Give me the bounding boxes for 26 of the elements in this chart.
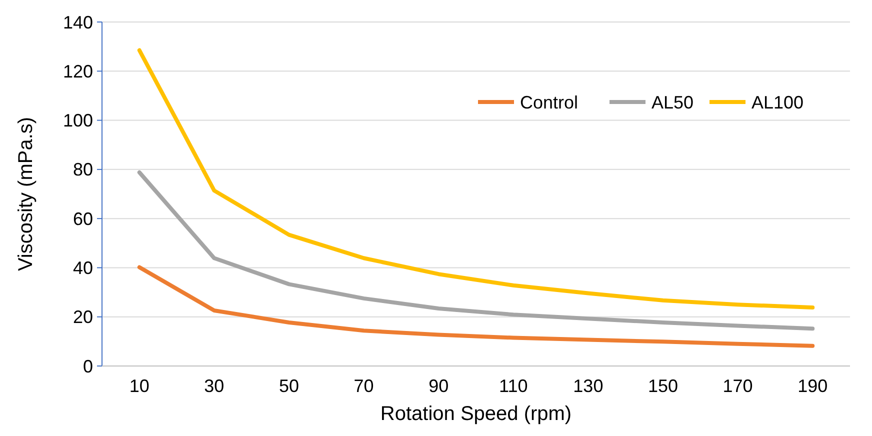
line-series [137,170,815,331]
x-tick-label: 190 [798,376,828,396]
y-tick-label: 140 [62,12,93,32]
x-axis-title: Rotation Speed (rpm) [380,403,572,425]
y-tick-label: 40 [72,258,93,278]
x-tick-label: 170 [722,376,753,396]
x-tick-label: 90 [428,376,449,396]
x-tick-label: 30 [204,376,224,396]
line-series [137,48,815,310]
y-axis-title: Viscosity (mPa.s) [15,116,37,272]
legend-label: AL50 [652,92,694,112]
line-series [137,265,815,348]
y-tick-label: 120 [62,61,93,82]
y-tick-label: 60 [72,208,93,229]
y-tick-label: 100 [62,110,93,131]
x-tick-label: 10 [129,376,150,396]
y-tick-label: 20 [72,307,93,328]
x-tick-label: 110 [499,376,528,396]
legend-label: Control [520,92,578,112]
x-tick-label: 50 [278,376,300,396]
x-tick-label: 70 [354,376,374,396]
y-tick-label: 80 [72,160,93,180]
x-tick-label: 130 [573,376,604,396]
x-tick-label: 150 [648,376,678,396]
y-tick-label: 0 [82,356,93,376]
legend-label: AL100 [752,92,804,112]
